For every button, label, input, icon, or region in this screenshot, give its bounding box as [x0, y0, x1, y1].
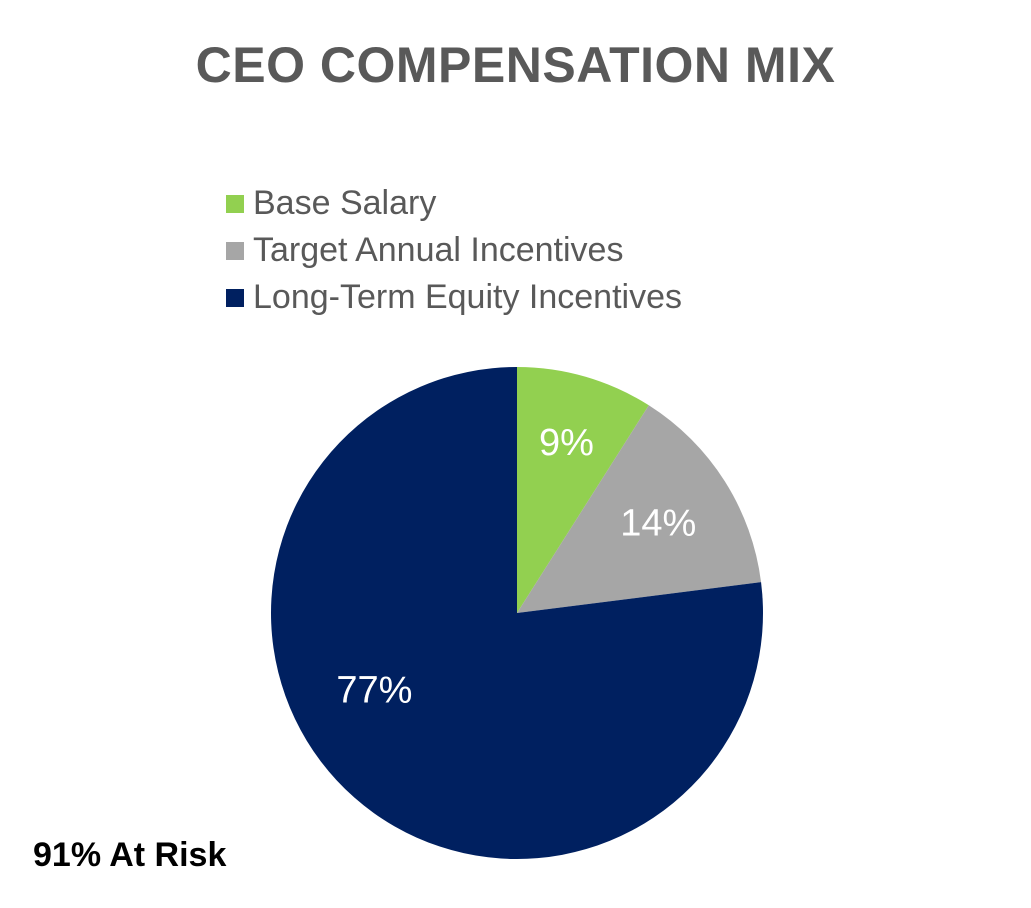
chart-title: CEO COMPENSATION MIX: [195, 37, 836, 93]
legend-item-base-salary: Base Salary: [226, 180, 682, 227]
pie-label-long-term-equity-incentives: 77%: [336, 670, 412, 712]
at-risk-annotation: 91% At Risk: [33, 836, 227, 874]
chart-legend: Base Salary Target Annual Incentives Lon…: [226, 180, 682, 321]
legend-label-base-salary: Base Salary: [253, 184, 437, 222]
legend-item-target-annual-incentives: Target Annual Incentives: [226, 227, 682, 274]
legend-swatch-base-salary: [226, 194, 244, 213]
legend-swatch-long-term-equity-incentives: [226, 288, 244, 307]
legend-label-target-annual-incentives: Target Annual Incentives: [253, 231, 624, 269]
legend-item-long-term-equity-incentives: Long-Term Equity Incentives: [226, 274, 682, 321]
pie-slice-base-salary: [517, 367, 649, 613]
pie-label-base-salary: 9%: [539, 422, 594, 464]
pie-label-target-annual-incentives: 14%: [620, 502, 696, 544]
pie-slice-long-term-equity-incentives: [271, 367, 763, 860]
legend-swatch-target-annual-incentives: [226, 241, 244, 260]
pie-slice-target-annual-incentives: [517, 405, 762, 613]
legend-label-long-term-equity-incentives: Long-Term Equity Incentives: [253, 278, 682, 316]
